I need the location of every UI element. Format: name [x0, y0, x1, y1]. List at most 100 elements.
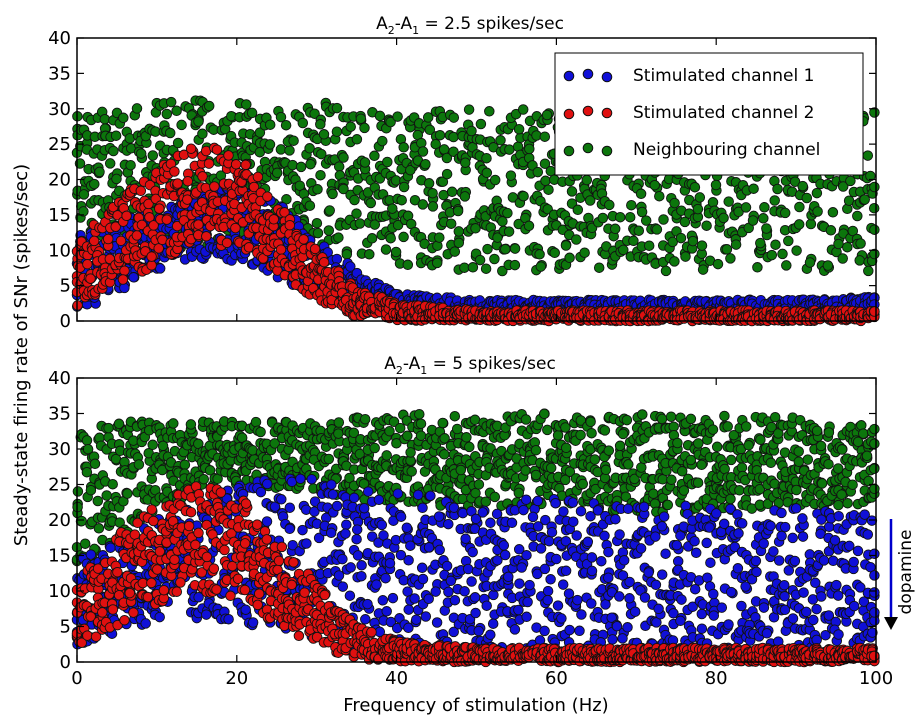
data-point [438, 144, 450, 155]
data-point [453, 237, 465, 249]
data-point [147, 150, 159, 161]
data-point [801, 192, 813, 204]
data-point [575, 429, 586, 441]
data-point [254, 127, 266, 138]
data-point [327, 188, 338, 200]
data-point [868, 202, 880, 214]
data-point [414, 408, 425, 420]
data-point [481, 167, 493, 179]
data-point [863, 265, 874, 277]
data-point [566, 186, 578, 197]
data-point [497, 265, 508, 277]
data-point [369, 219, 381, 230]
legend-marker [582, 105, 594, 117]
data-point [474, 254, 486, 266]
data-point [855, 238, 866, 249]
data-point [572, 204, 584, 216]
data-point [377, 135, 388, 147]
data-point [535, 261, 547, 272]
data-point [470, 223, 481, 234]
data-point [230, 159, 242, 170]
data-point [604, 199, 615, 211]
data-point [345, 121, 356, 132]
y-tick-label: 20 [48, 170, 71, 191]
data-point [761, 223, 772, 234]
data-point [636, 206, 648, 218]
data-point [294, 180, 306, 191]
data-point [99, 113, 111, 125]
data-point [354, 218, 366, 229]
data-point [255, 426, 266, 438]
data-point [772, 183, 783, 195]
data-point [315, 119, 326, 130]
data-point [415, 418, 427, 429]
data-point [441, 152, 453, 164]
data-point [539, 131, 551, 142]
data-point [463, 104, 475, 115]
data-point [480, 496, 492, 507]
data-point [275, 144, 287, 155]
data-point [107, 478, 118, 490]
data-point [417, 146, 429, 157]
data-point [333, 161, 345, 172]
data-point [297, 117, 309, 129]
data-point [723, 196, 734, 207]
data-point [779, 207, 791, 219]
data-point [104, 158, 116, 169]
data-point [825, 225, 837, 236]
data-point [311, 217, 323, 229]
data-point [203, 158, 215, 169]
data-point [122, 488, 133, 499]
data-point [324, 205, 335, 216]
data-point [585, 416, 596, 428]
data-point [101, 490, 112, 501]
data-point [333, 232, 344, 243]
data-point [770, 239, 781, 250]
data-point [135, 148, 147, 159]
data-point [560, 240, 572, 251]
data-point [341, 249, 353, 260]
data-point [364, 249, 375, 260]
data-point [146, 260, 157, 271]
data-point [459, 191, 471, 202]
y-tick-label: 5 [60, 276, 71, 297]
data-point [398, 231, 409, 243]
data-point [193, 219, 204, 230]
data-point [534, 249, 545, 260]
data-point [643, 240, 655, 251]
data-point [240, 159, 251, 171]
data-point [275, 244, 287, 255]
data-point [453, 226, 465, 237]
data-point [427, 201, 439, 212]
data-point [560, 442, 572, 454]
data-point [687, 235, 699, 247]
data-point [118, 112, 129, 124]
panel-top-title: A2-A1 = 2.5 spikes/sec [376, 14, 564, 37]
data-point [626, 199, 637, 211]
data-point [618, 244, 629, 256]
data-point [603, 445, 615, 456]
data-point [669, 197, 680, 209]
data-point [171, 105, 182, 117]
data-point [718, 212, 729, 224]
data-point [92, 495, 104, 507]
data-point [752, 262, 763, 273]
data-point [518, 190, 529, 202]
data-point [669, 256, 680, 267]
data-point [492, 232, 503, 243]
data-point [211, 144, 223, 155]
data-point [415, 430, 427, 441]
data-point [777, 248, 788, 260]
y-tick-label: 40 [48, 28, 71, 49]
data-point [837, 253, 848, 264]
data-point [366, 233, 378, 244]
data-point [209, 181, 220, 192]
data-point [740, 202, 752, 213]
data-point [333, 428, 344, 439]
data-point [405, 164, 416, 176]
data-point [791, 245, 802, 256]
data-point [241, 99, 252, 110]
data-point [509, 259, 521, 271]
data-point [369, 442, 380, 454]
data-point [769, 195, 780, 206]
